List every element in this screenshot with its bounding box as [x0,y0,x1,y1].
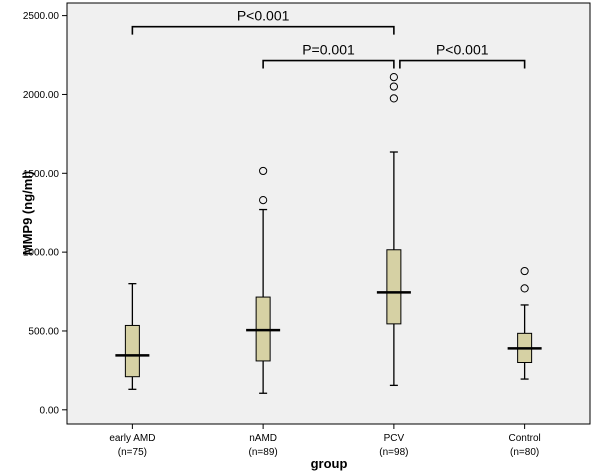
outlier-point [389,82,398,91]
outlier-point [520,266,529,276]
bracket-line [131,25,395,35]
significance-annotations: P<0.001 P=0.001 P<0.001 [131,8,526,69]
p-value-label: P=0.001 [302,42,355,58]
y-tick-label: 500.00 [28,326,59,337]
x-tick-label: early AMD [109,433,155,444]
y-tick-label: 0.00 [40,405,60,416]
x-tick-count-label: (n=75) [118,447,147,458]
outlier-point [259,166,268,176]
x-tick-label: Control [509,433,541,444]
x-tick-count-label: (n=80) [510,447,539,458]
significance-bracket: P=0.001 [262,42,395,69]
x-tick-label: PCV [384,433,405,444]
x-axis: early AMD (n=75) nAMD (n=89) PCV (n=98) Contro… [109,424,541,458]
significance-bracket: P<0.001 [131,8,395,35]
significance-bracket: P<0.001 [399,42,526,69]
x-tick-label: nAMD [249,433,277,444]
plot-area [66,2,591,425]
x-axis-title: group [311,456,348,471]
bracket-line [262,59,395,69]
p-value-label: P<0.001 [436,42,489,58]
box-control [507,266,542,380]
y-tick-label: 2500.00 [23,11,60,22]
iqr-box [124,324,140,378]
y-axis-title: MMP9 (ng/ml) [20,171,35,256]
outlier-point [520,284,529,293]
box-pcv [376,73,411,387]
y-tick-label: 1500.00 [23,169,60,180]
x-tick-count-label: (n=98) [379,447,408,458]
box-early-amd [115,283,150,390]
y-tick-label: 2000.00 [23,90,60,101]
outlier-point [259,195,268,205]
y-axis: 0.00 500.00 1000.00 1500.00 2000.00 2500.00 [23,11,67,416]
outlier-point [389,94,398,103]
boxes [115,73,542,394]
bracket-line [399,59,526,69]
y-tick-label: 1000.00 [23,248,60,259]
iqr-box [386,249,402,325]
x-tick-count-label: (n=89) [249,447,278,458]
outlier-point [389,73,398,82]
box-namd [246,166,281,394]
p-value-label: P<0.001 [237,8,290,24]
